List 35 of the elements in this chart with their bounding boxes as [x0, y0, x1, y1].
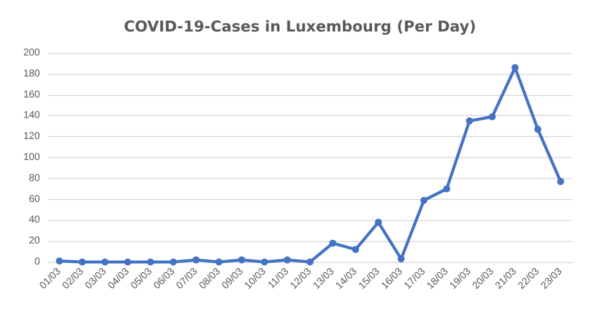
point [420, 196, 428, 204]
point [329, 240, 336, 247]
point [512, 64, 519, 72]
point [56, 257, 63, 264]
point [466, 117, 473, 124]
point [488, 113, 496, 120]
y-tick-label: 200 [23, 48, 40, 58]
point [124, 258, 132, 266]
point [443, 185, 450, 192]
point [534, 126, 542, 133]
y-tick-label: 180 [23, 68, 40, 80]
y-tick-label: 20 [28, 236, 40, 247]
y-tick-label: 120 [23, 131, 40, 142]
y-tick-label: 80 [28, 172, 40, 184]
point [352, 246, 360, 253]
chart-title: COVID-19-Cases in Luxembourg (Per Day) [124, 18, 476, 36]
y-tick-label: 160 [23, 89, 40, 100]
point [170, 258, 177, 266]
y-tick-label: 140 [23, 110, 40, 122]
point [78, 258, 86, 266]
y-tick-label: 60 [28, 194, 40, 205]
y-tick-label: 40 [28, 214, 40, 226]
point [398, 255, 405, 262]
point [215, 258, 222, 266]
y-tick-label: 100 [23, 152, 40, 163]
point [284, 256, 291, 264]
point [260, 258, 268, 266]
point [306, 258, 314, 266]
point [557, 178, 564, 186]
point [147, 258, 154, 266]
point [238, 256, 246, 264]
point [374, 218, 382, 226]
point [101, 258, 108, 266]
y-tick-label: 0 [34, 256, 40, 268]
point [192, 256, 200, 264]
